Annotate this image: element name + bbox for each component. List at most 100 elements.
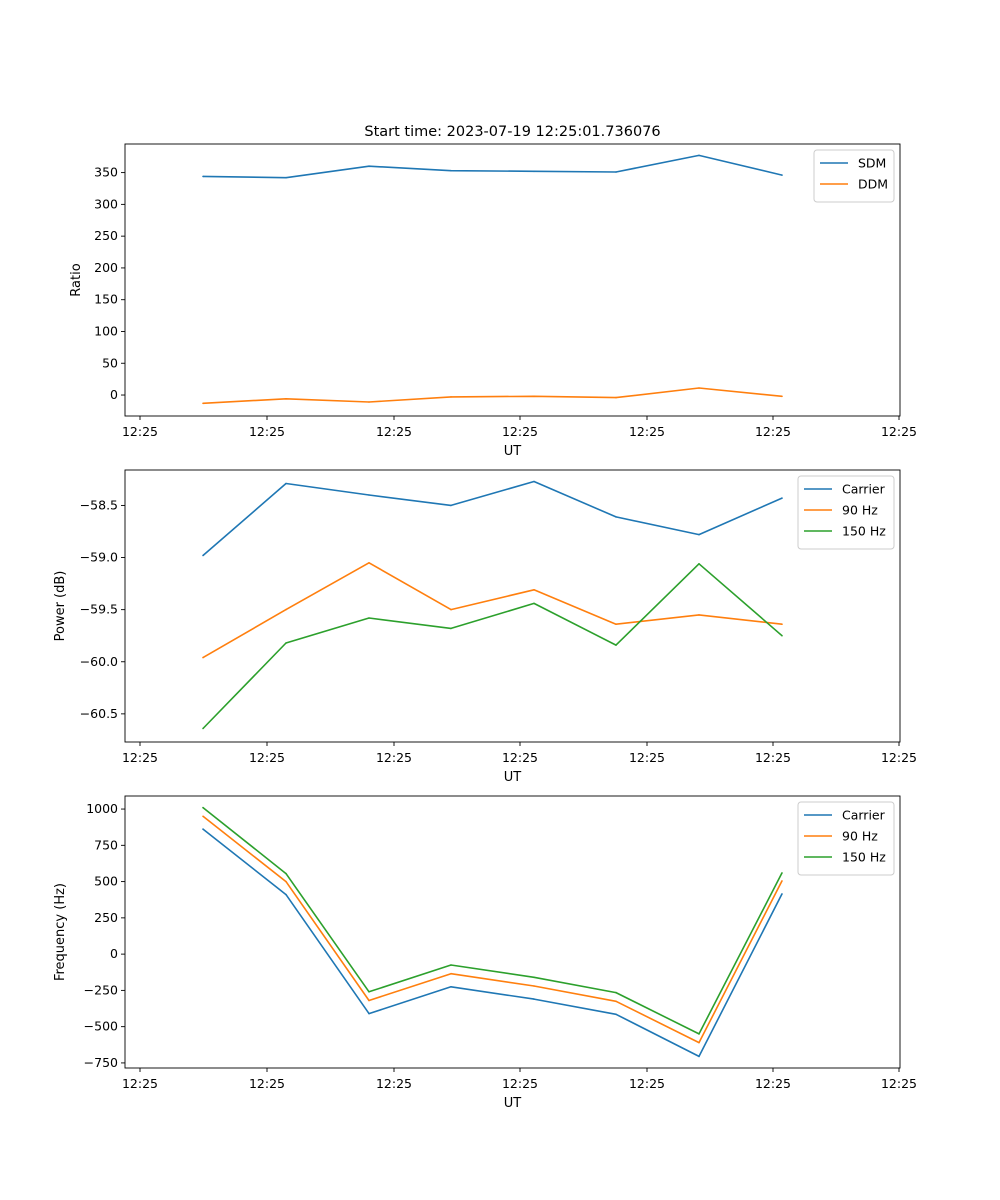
data-point (202, 815, 204, 818)
legend-entry: 150 Hz (842, 524, 886, 539)
data-point (615, 516, 617, 518)
data-point (450, 169, 452, 172)
y-tick-label: −60.5 (80, 706, 118, 721)
data-point (450, 504, 452, 507)
series-line-150-hz (202, 806, 783, 1035)
data-point (368, 1012, 370, 1015)
data-point (368, 562, 370, 564)
data-point (285, 893, 287, 896)
chart-panel-3: −750 −500 −250 0 250 500 750 1000 12:25 12:25 12:2… (53, 795, 917, 1111)
legend-entry: DDM (858, 177, 888, 192)
y-tick-label: −750 (84, 1055, 118, 1070)
x-tick-label: 12:25 (755, 1076, 791, 1091)
series-line-sdm (202, 154, 783, 179)
data-point (202, 175, 204, 178)
data-point (533, 480, 535, 483)
legend-entry: 150 Hz (842, 850, 886, 865)
y-tick-label: 300 (94, 196, 118, 211)
x-tick-label: 12:25 (502, 424, 538, 439)
data-point (698, 1041, 700, 1044)
series-line-150-hz (202, 562, 783, 730)
y-tick-label: −60.0 (80, 654, 118, 669)
data-point (781, 634, 783, 637)
data-point (285, 872, 287, 875)
x-tick-label: 12:25 (502, 1076, 538, 1091)
y-tick-label: 1000 (86, 801, 118, 816)
y-tick-label: −500 (84, 1019, 118, 1034)
data-point (533, 602, 535, 605)
axes-frame (124, 143, 901, 417)
x-tick-label: 12:25 (502, 750, 538, 765)
y-tick-label: −58.5 (80, 497, 118, 512)
data-point (533, 998, 535, 1000)
legend-entry: 90 Hz (842, 503, 878, 518)
y-tick-label: −59.0 (80, 550, 118, 565)
data-point (450, 964, 452, 966)
x-tick-label: 12:25 (881, 750, 917, 765)
x-tick-label: 12:25 (122, 1076, 158, 1091)
data-point (202, 554, 204, 557)
data-point (285, 176, 287, 179)
data-point (450, 608, 452, 611)
data-point (698, 533, 700, 536)
data-point (533, 170, 535, 173)
series-line-90-hz (202, 815, 783, 1044)
data-point (698, 563, 700, 565)
data-point (781, 497, 783, 499)
y-tick-label: 250 (94, 910, 118, 925)
y-tick-label: 50 (102, 355, 118, 370)
data-point (698, 1033, 700, 1035)
x-tick-label: 12:25 (755, 750, 791, 765)
y-tick-label: 350 (94, 165, 118, 180)
data-point (533, 395, 535, 398)
data-point (615, 396, 617, 399)
data-point (698, 154, 700, 157)
data-point (615, 991, 617, 994)
legend-entry: 90 Hz (842, 829, 878, 844)
data-point (285, 880, 287, 883)
y-axis-label: Frequency (Hz) (53, 883, 68, 981)
data-point (533, 589, 535, 591)
data-point (368, 991, 370, 993)
data-point (202, 806, 204, 809)
x-tick-label: 12:25 (881, 424, 917, 439)
y-tick-label: 100 (94, 323, 118, 338)
data-point (615, 644, 617, 646)
series-line-90-hz (202, 561, 783, 659)
legend-entry: Carrier (842, 808, 886, 823)
data-point (533, 985, 535, 987)
data-point (285, 482, 287, 485)
data-point (615, 623, 617, 625)
y-tick-label: 250 (94, 228, 118, 243)
y-tick-label: −59.5 (80, 602, 118, 617)
data-point (368, 999, 370, 1002)
data-point (285, 608, 287, 611)
data-point (450, 986, 452, 988)
x-tick-label: 12:25 (122, 424, 158, 439)
axes-frame (124, 795, 901, 1069)
x-tick-label: 12:25 (249, 424, 285, 439)
data-point (615, 1000, 617, 1003)
y-tick-label: 200 (94, 260, 118, 275)
data-point (781, 395, 783, 398)
data-point (202, 656, 204, 659)
data-point (285, 642, 287, 644)
data-point (698, 387, 700, 389)
y-tick-label: 500 (94, 874, 118, 889)
data-point (781, 880, 783, 882)
x-tick-label: 12:25 (629, 424, 665, 439)
x-tick-label: 12:25 (376, 750, 412, 765)
data-point (615, 171, 617, 173)
legend-entry: SDM (858, 156, 886, 171)
x-tick-label: 12:25 (755, 424, 791, 439)
chart-panel-2: −60.5 −60.0 −59.5 −59.0 −58.5 12:25 12:25 12:25… (53, 469, 917, 785)
data-point (781, 623, 783, 625)
x-tick-label: 12:25 (122, 750, 158, 765)
y-tick-label: −250 (84, 982, 118, 997)
data-point (450, 627, 452, 630)
data-point (781, 872, 783, 874)
x-axis-label: UT (504, 770, 522, 785)
data-point (698, 1055, 700, 1058)
data-point (202, 727, 204, 730)
